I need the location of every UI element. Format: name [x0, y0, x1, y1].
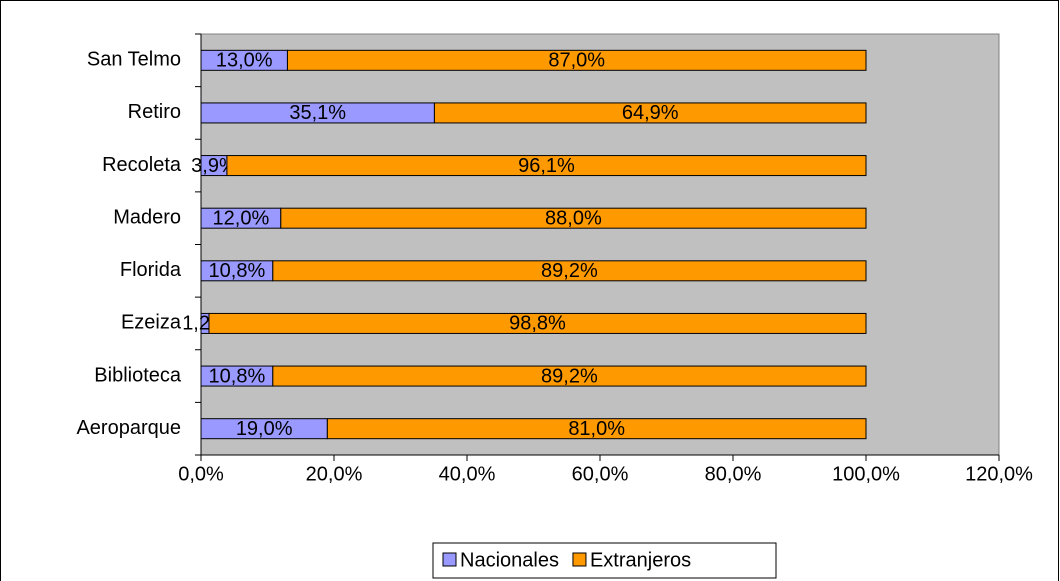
bar-segment: [272, 365, 867, 387]
plot-area: [200, 33, 1000, 456]
legend-label: Nacionales: [460, 549, 559, 571]
data-label: 12,0%: [213, 207, 270, 229]
data-label: 10,8%: [209, 365, 266, 387]
y-tick-label: Ezeiza: [121, 312, 182, 334]
bar-segment: [208, 312, 867, 334]
legend-label: Extranjeros: [590, 549, 691, 571]
y-tick-label: Retiro: [128, 101, 181, 123]
bar-segment: [280, 207, 867, 229]
data-label: 64,9%: [622, 102, 679, 124]
data-label: 87,0%: [548, 50, 605, 72]
legend-swatch: [442, 552, 457, 567]
x-tick-label: 40,0%: [439, 463, 496, 485]
x-tick-label: 100,0%: [832, 463, 900, 485]
y-tick-label: Madero: [113, 206, 181, 228]
legend-swatch: [572, 552, 587, 567]
y-tick-label: Florida: [120, 259, 182, 281]
bar-segment: [226, 155, 867, 177]
data-label: 3,9%: [191, 155, 237, 177]
y-tick-label: Recoleta: [102, 154, 182, 176]
data-label: 98,8%: [509, 313, 566, 335]
bar-segment: [286, 49, 867, 71]
data-label: 89,2%: [541, 260, 598, 282]
y-tick-label: San Telmo: [87, 49, 181, 71]
bar-segment: [272, 260, 867, 282]
legend-box: [432, 542, 777, 579]
data-label: 10,8%: [209, 260, 266, 282]
x-tick-label: 60,0%: [572, 463, 629, 485]
x-tick-label: 80,0%: [705, 463, 762, 485]
x-tick-label: 0,0%: [178, 463, 224, 485]
data-label: 35,1%: [289, 102, 346, 124]
bar-segment: [433, 102, 867, 124]
data-label: 96,1%: [518, 155, 575, 177]
data-label: 81,0%: [568, 418, 625, 440]
x-tick-label: 120,0%: [965, 463, 1033, 485]
bar-segment: [326, 418, 867, 440]
x-tick-label: 20,0%: [306, 463, 363, 485]
data-label: 89,2%: [541, 365, 598, 387]
data-label: 88,0%: [545, 207, 602, 229]
y-tick-label: Aeroparque: [76, 417, 181, 439]
data-label: 19,0%: [236, 418, 293, 440]
y-tick-label: Biblioteca: [94, 364, 182, 386]
data-label: 13,0%: [216, 50, 273, 72]
